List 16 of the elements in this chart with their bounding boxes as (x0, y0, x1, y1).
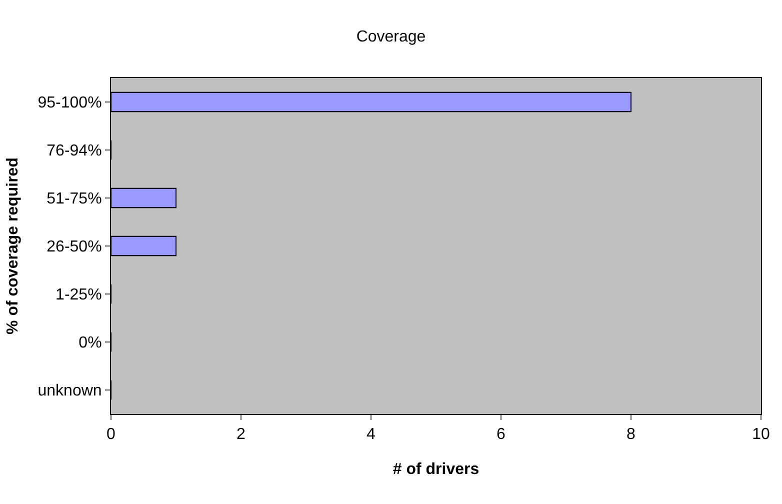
y-axis-title: % of coverage required (4, 158, 22, 334)
x-tick-label: 0 (106, 426, 116, 444)
x-tick-label: 8 (626, 426, 636, 444)
chart-title: Coverage (356, 28, 426, 46)
x-tick-label: 6 (496, 426, 506, 444)
y-tick-label: unknown (38, 382, 102, 400)
x-axis-title: # of drivers (392, 460, 480, 478)
y-tick-label: 51-75% (46, 190, 102, 208)
x-tick-label: 2 (236, 426, 246, 444)
y-tick-label: 76-94% (46, 142, 102, 160)
y-tick-label: 95-100% (38, 94, 102, 112)
x-tick-label: 4 (366, 426, 376, 444)
y-tick-label: 1-25% (56, 286, 102, 304)
y-tick-label: 0% (78, 334, 102, 352)
y-tick-label: 26-50% (46, 238, 102, 256)
x-tick-label: 10 (752, 426, 770, 444)
